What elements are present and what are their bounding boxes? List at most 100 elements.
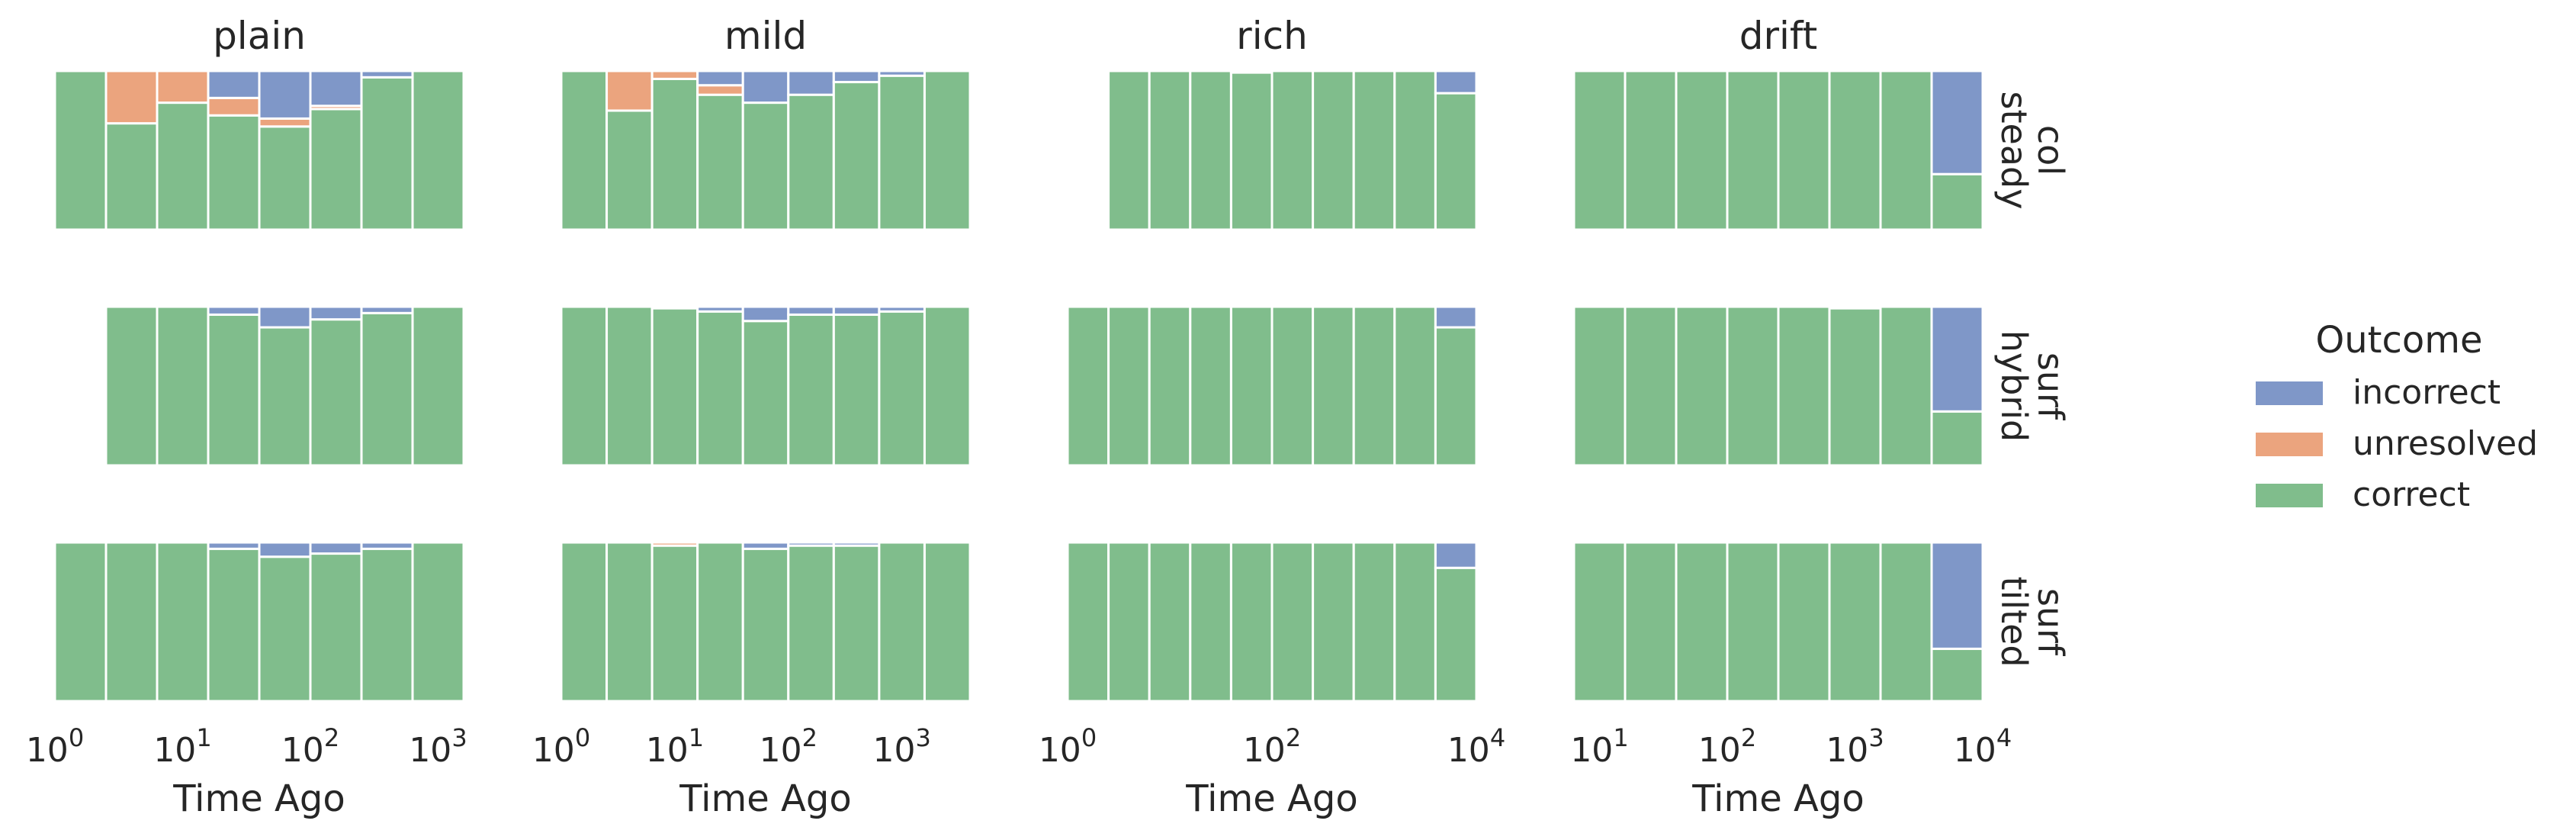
bar-correct (360, 547, 414, 703)
bar-incorrect (832, 305, 881, 316)
bar-incorrect (1434, 541, 1478, 569)
row-title-line: hybrid (1993, 330, 2035, 442)
x-axis-label: Time Ago (1185, 777, 1357, 820)
bar-correct (832, 81, 881, 231)
bar-correct (1879, 305, 1933, 467)
bar-incorrect (696, 69, 744, 87)
panel-grid (53, 69, 1984, 703)
bar-correct (560, 541, 609, 703)
bar-correct (560, 69, 609, 231)
bar-correct (1229, 71, 1274, 231)
panel-0-0 (53, 69, 465, 231)
bar-correct (1229, 305, 1274, 467)
bar-correct (104, 122, 159, 231)
bar-incorrect (207, 541, 261, 550)
bar-incorrect (309, 305, 363, 321)
bar-correct (1777, 541, 1831, 703)
column-title-drift: drift (1739, 14, 1818, 58)
bar-correct (309, 108, 363, 231)
x-axis-label: Time Ago (679, 777, 851, 820)
bar-correct (696, 93, 744, 231)
legend-label-incorrect: incorrect (2353, 373, 2501, 412)
bar-correct (1726, 305, 1780, 467)
bar-correct (741, 101, 790, 231)
bar-correct (309, 318, 363, 467)
x-tick-label: 102 (1243, 723, 1301, 770)
bar-correct (1107, 305, 1151, 467)
bar-unresolved (207, 96, 261, 117)
x-tick-label: 100 (532, 723, 590, 770)
bar-correct (1393, 305, 1437, 467)
bar-correct (360, 76, 414, 231)
column-titles: plain mild rich drift (213, 14, 1817, 58)
bar-incorrect (787, 305, 835, 316)
x-tick-label: 103 (1826, 723, 1884, 770)
bar-correct (1312, 69, 1355, 231)
bar-correct (1148, 305, 1192, 467)
bar-incorrect (878, 305, 926, 313)
bar-correct (923, 69, 972, 231)
bar-correct (878, 74, 926, 231)
bar-correct (1726, 69, 1780, 231)
bar-correct (1189, 305, 1232, 467)
bar-correct (1930, 410, 1984, 467)
row-title-line: surf (2030, 588, 2071, 657)
bar-correct (1352, 541, 1396, 703)
x-tick-label: 100 (1039, 723, 1097, 770)
bar-incorrect (696, 305, 744, 313)
panel-1-2 (560, 541, 972, 703)
bar-correct (787, 544, 835, 703)
bar-correct (1434, 566, 1478, 703)
bar-correct (207, 313, 261, 467)
panel-1-1 (560, 305, 972, 467)
bar-correct (1393, 541, 1437, 703)
bar-correct (53, 541, 108, 703)
bar-correct (156, 305, 210, 467)
bar-correct (1777, 305, 1831, 467)
x-tick-label: 102 (281, 723, 339, 770)
bar-incorrect (360, 541, 414, 550)
bar-incorrect (787, 69, 835, 96)
bar-correct (1675, 541, 1729, 703)
bar-correct (1572, 541, 1627, 703)
column-title-plain: plain (213, 14, 306, 58)
x-tick-label: 102 (760, 723, 817, 770)
bar-incorrect (258, 69, 312, 120)
row-title-line: tilted (1993, 576, 2035, 667)
bar-incorrect (1434, 69, 1478, 95)
bar-unresolved (605, 69, 654, 112)
column-title-rich: rich (1236, 14, 1308, 58)
legend-swatch-unresolved (2256, 433, 2323, 456)
bar-incorrect (207, 305, 261, 316)
bar-correct (1879, 541, 1933, 703)
bar-incorrect (207, 69, 261, 99)
x-tick-label: 104 (1954, 723, 2012, 770)
bar-correct (1148, 541, 1192, 703)
x-tick-label: 102 (1698, 723, 1756, 770)
x-tick-label: 104 (1447, 723, 1505, 770)
x-tick-label: 101 (1570, 723, 1628, 770)
bar-correct (1189, 541, 1232, 703)
bar-correct (1828, 69, 1882, 231)
bar-incorrect (258, 541, 312, 558)
bar-incorrect (832, 541, 881, 547)
bar-incorrect (1434, 305, 1478, 329)
bar-correct (787, 313, 835, 467)
x-tick-label: 101 (646, 723, 704, 770)
bar-correct (923, 305, 972, 467)
bar-correct (1107, 541, 1151, 703)
panel-2-1 (1066, 305, 1478, 467)
bar-correct (878, 541, 926, 703)
bar-correct (787, 93, 835, 231)
bar-correct (1066, 305, 1110, 467)
bar-correct (104, 541, 159, 703)
bar-incorrect (1828, 305, 1882, 310)
column-title-mild: mild (724, 14, 807, 58)
bar-correct (1828, 541, 1882, 703)
bar-correct (1572, 305, 1627, 467)
bar-incorrect (1930, 305, 1984, 413)
